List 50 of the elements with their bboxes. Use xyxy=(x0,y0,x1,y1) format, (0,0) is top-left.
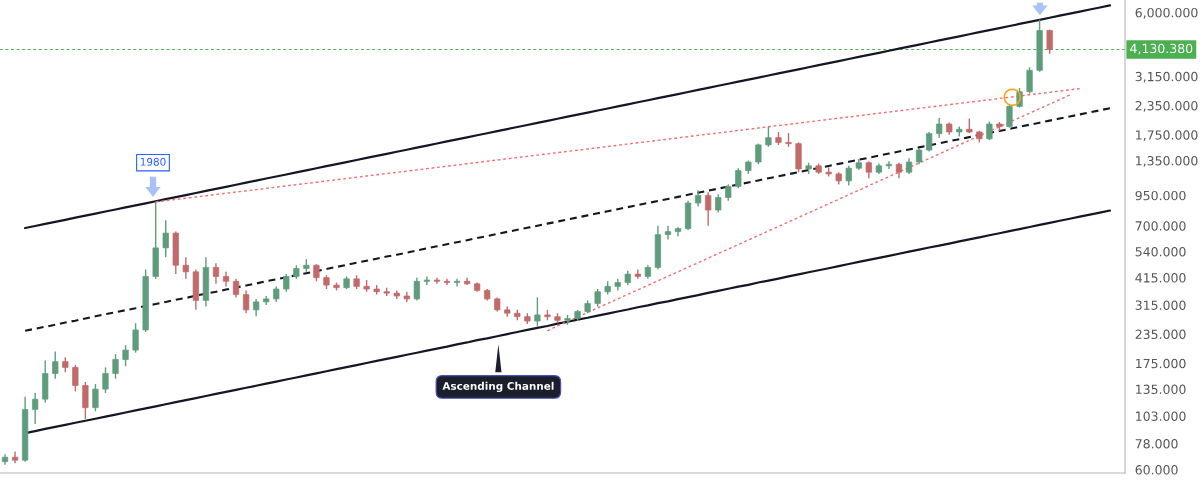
candlestick xyxy=(845,165,852,187)
y-tick-label: 60.000 xyxy=(1135,465,1178,475)
candlestick xyxy=(885,160,893,170)
candlestick xyxy=(122,344,129,367)
candlestick xyxy=(212,262,220,285)
candlestick xyxy=(936,117,943,139)
candlestick xyxy=(423,275,431,286)
candlestick xyxy=(232,278,240,299)
annotation: Ascending Channel xyxy=(442,381,554,392)
candlestick xyxy=(102,366,109,394)
candlestick xyxy=(1026,66,1033,95)
ref-line-label: 4,130.380 xyxy=(1130,43,1193,55)
y-tick-label: 6,000.000 xyxy=(1135,7,1198,19)
candlestick xyxy=(32,392,39,425)
y-tick-label: 175.000 xyxy=(1136,358,1186,369)
y-tick-label: 3,150.000 xyxy=(1135,71,1198,83)
candlestick xyxy=(1046,28,1053,55)
candlestick xyxy=(664,225,672,241)
candlestick xyxy=(182,256,189,280)
candlestick xyxy=(132,322,139,354)
y-tick-label: 78.000 xyxy=(1135,439,1178,449)
candlestick xyxy=(242,289,250,314)
y-tick-label: 135.000 xyxy=(1136,384,1186,395)
y-tick-label: 1,350.000 xyxy=(1136,155,1198,167)
y-tick-label: 1,750.000 xyxy=(1136,130,1198,141)
candlestick xyxy=(72,364,79,393)
candlestick xyxy=(986,120,993,141)
y-tick-label: 950.000 xyxy=(1135,190,1186,201)
y-tick-label: 415.000 xyxy=(1135,273,1186,283)
line-series xyxy=(24,107,1111,332)
candlestick xyxy=(52,350,59,380)
candlestick xyxy=(112,353,119,380)
candlestick xyxy=(765,125,772,148)
candlestick xyxy=(453,278,461,288)
candlestick xyxy=(735,167,742,190)
candlestick xyxy=(705,191,712,227)
candlestick xyxy=(82,381,89,420)
y-tick-label: 540.000 xyxy=(1135,246,1186,257)
y-tick-label: 315.000 xyxy=(1135,300,1186,310)
y-tick-label: 103.000 xyxy=(1136,411,1186,421)
line-series xyxy=(24,4,1112,230)
candlestick xyxy=(162,219,169,258)
candlestick xyxy=(92,383,99,412)
line-series xyxy=(546,94,1071,332)
y-tick-label: 700.000 xyxy=(1135,221,1186,231)
annotation: 1980 xyxy=(140,157,166,166)
candlestick xyxy=(534,296,541,328)
y-tick-label: 2,350.000 xyxy=(1135,100,1198,112)
y-tick-label: 235.000 xyxy=(1135,329,1186,340)
candlestick xyxy=(715,193,722,214)
